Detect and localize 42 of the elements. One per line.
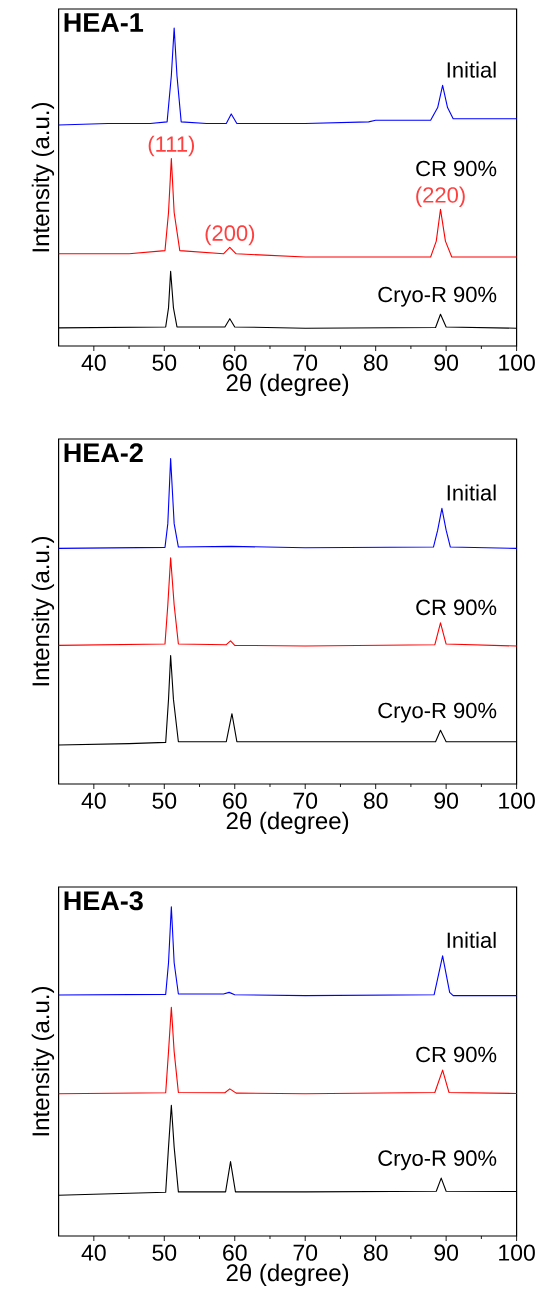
chart-title: HEA-1 <box>64 13 144 32</box>
x-tick-label: 100 <box>499 792 535 809</box>
x-tick-label: 90 <box>434 354 459 371</box>
series-label: CR 90% <box>416 1046 497 1063</box>
x-tick-label: 100 <box>499 1244 535 1261</box>
x-tick-label: 40 <box>81 354 106 371</box>
series-label: Initial <box>447 484 496 501</box>
series-label: CR 90% <box>416 599 497 616</box>
annotation: (200) <box>205 224 255 246</box>
series-label: Cryo-R 90% <box>378 1150 497 1171</box>
x-axis-title: 2θ (degree) <box>226 373 349 397</box>
x-axis-title: 2θ (degree) <box>226 811 349 835</box>
series-label: CR 90% <box>416 160 497 177</box>
chart-title: HEA-3 <box>64 891 143 911</box>
x-tick-label: 70 <box>293 1244 318 1261</box>
chart-title: HEA-2 <box>64 443 143 463</box>
annotation: (111) <box>148 135 195 157</box>
x-tick-label: 70 <box>293 792 318 809</box>
series-label: Initial <box>447 61 496 78</box>
y-axis-title: Intensity (a.u.) <box>31 536 55 686</box>
x-tick-label: 60 <box>223 792 247 809</box>
x-tick-label: 50 <box>152 1244 177 1261</box>
x-tick-label: 40 <box>81 1244 106 1261</box>
x-tick-label: 100 <box>499 354 535 371</box>
x-tick-label: 80 <box>363 792 388 809</box>
x-tick-label: 90 <box>434 1244 459 1261</box>
x-tick-label: 40 <box>81 792 106 809</box>
x-tick-label: 90 <box>434 792 459 809</box>
x-tick-label: 50 <box>152 792 177 809</box>
series-label: Cryo-R 90% <box>378 286 497 307</box>
y-axis-title: Intensity (a.u.) <box>31 102 55 252</box>
x-tick-label: 60 <box>223 1244 247 1261</box>
y-axis-title: Intensity (a.u.) <box>31 986 55 1136</box>
series-label: Initial <box>447 931 496 949</box>
x-tick-label: 50 <box>152 354 177 371</box>
x-tick-label: 80 <box>363 354 388 371</box>
x-tick-label: 80 <box>363 1244 388 1261</box>
annotation: (220) <box>416 186 465 208</box>
x-tick-label: 60 <box>223 354 247 371</box>
x-axis-title: 2θ (degree) <box>226 1263 349 1287</box>
x-tick-label: 70 <box>293 354 318 371</box>
series-label: Cryo-R 90% <box>378 702 497 723</box>
